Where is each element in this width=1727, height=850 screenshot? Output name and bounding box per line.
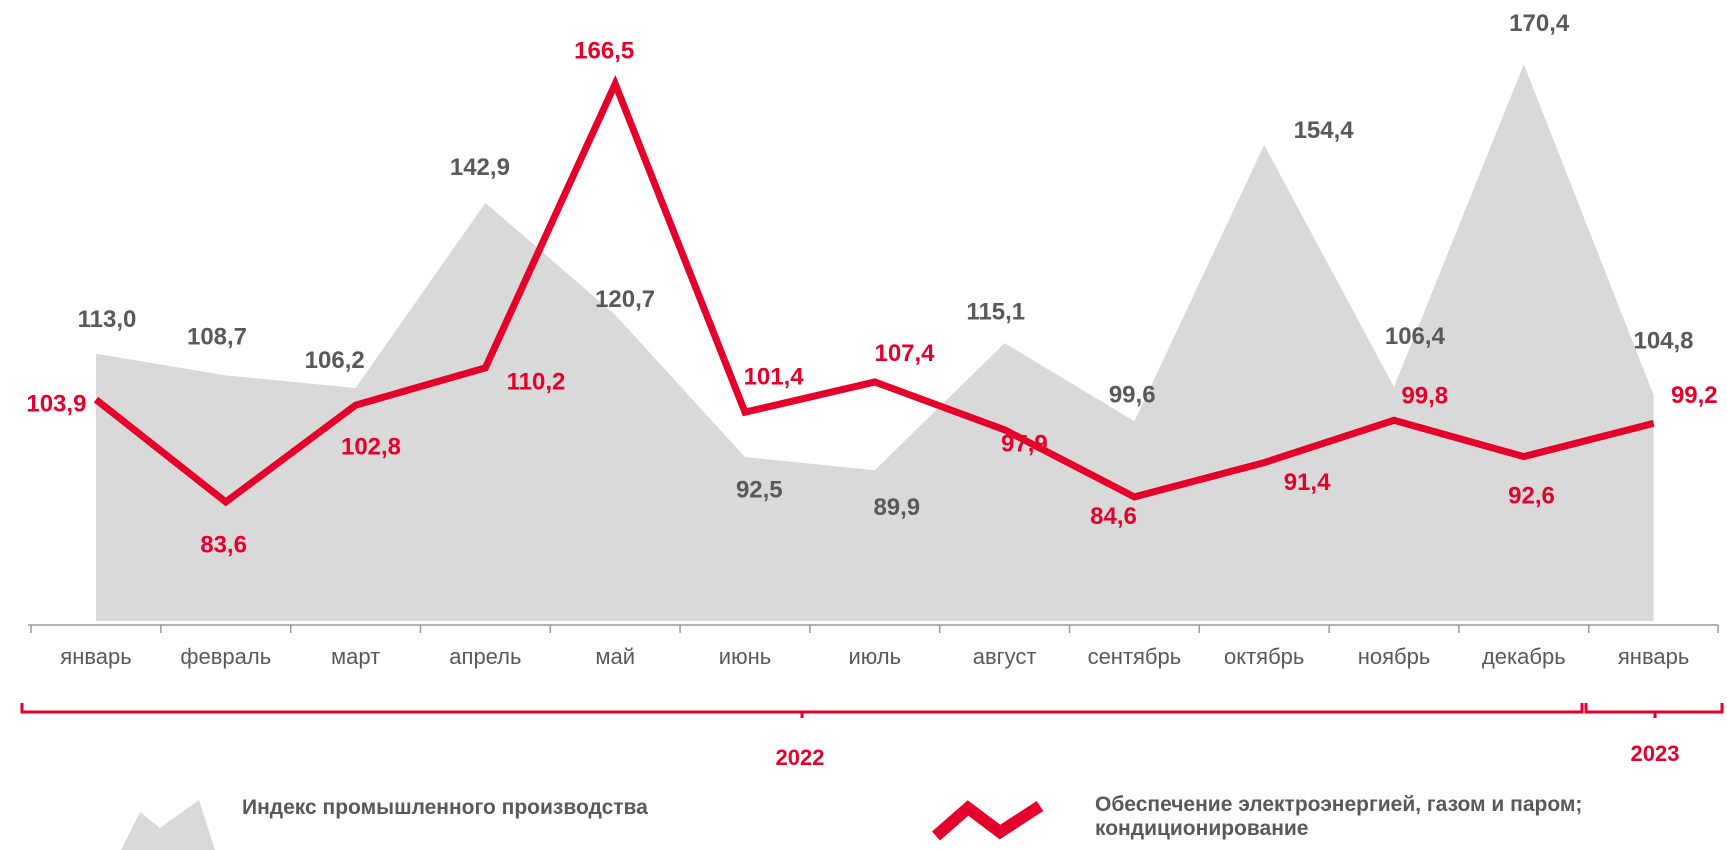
value-label: 108,7 — [187, 323, 247, 350]
value-label: 154,4 — [1294, 117, 1355, 144]
value-label: 166,5 — [574, 37, 634, 64]
value-label: 99,6 — [1109, 381, 1156, 408]
bracket-2023 — [1584, 703, 1724, 714]
value-label: 120,7 — [595, 286, 655, 313]
value-label: 110,2 — [507, 369, 566, 396]
value-label: 104,8 — [1633, 328, 1693, 355]
value-label: 103,9 — [26, 390, 86, 417]
value-label: 92,5 — [736, 477, 783, 504]
x-tick-label: май — [595, 644, 635, 669]
x-tick-label: декабрь — [1482, 644, 1566, 669]
value-label: 99,2 — [1671, 382, 1718, 409]
value-label: 115,1 — [966, 299, 1025, 326]
year-label: 2023 — [1631, 741, 1680, 766]
value-label: 101,4 — [744, 363, 805, 390]
x-tick-label: июнь — [719, 644, 771, 669]
value-label: 113,0 — [78, 306, 137, 333]
x-tick-label: сентябрь — [1088, 644, 1182, 669]
x-tick-label: апрель — [449, 644, 521, 669]
x-tick-label: март — [331, 644, 380, 669]
x-tick-label: январь — [1618, 644, 1689, 669]
value-label: 142,9 — [450, 154, 510, 181]
value-label: 83,6 — [200, 531, 247, 558]
value-label: 84,6 — [1090, 503, 1137, 530]
value-label: 92,6 — [1508, 483, 1555, 510]
value-label: 106,4 — [1385, 323, 1446, 350]
value-label: 102,8 — [341, 433, 401, 460]
legend-label: Обеспечение электроэнергией, газом и пар… — [1095, 793, 1583, 840]
value-label: 106,2 — [305, 347, 365, 374]
area — [96, 64, 1654, 621]
x-tick-label: октябрь — [1224, 644, 1304, 669]
value-label: 97,9 — [1001, 431, 1048, 458]
value-label: 89,9 — [873, 494, 920, 521]
year-label: 2022 — [776, 745, 825, 770]
x-tick-label: ноябрь — [1358, 644, 1431, 669]
value-label: 91,4 — [1284, 469, 1331, 496]
legend-area-icon — [121, 800, 215, 850]
x-tick-label: июль — [848, 644, 901, 669]
legend-label: Индекс промышленного производства — [242, 796, 648, 819]
line — [93, 74, 1655, 507]
legend-line-icon — [932, 800, 1044, 841]
x-tick-label: август — [973, 644, 1037, 669]
bracket-2022 — [20, 703, 1584, 714]
value-label: 170,4 — [1509, 10, 1570, 37]
x-tick-label: январь — [60, 644, 131, 669]
x-tick-label: февраль — [180, 644, 271, 669]
value-label: 107,4 — [874, 340, 935, 367]
value-label: 99,8 — [1401, 383, 1448, 410]
